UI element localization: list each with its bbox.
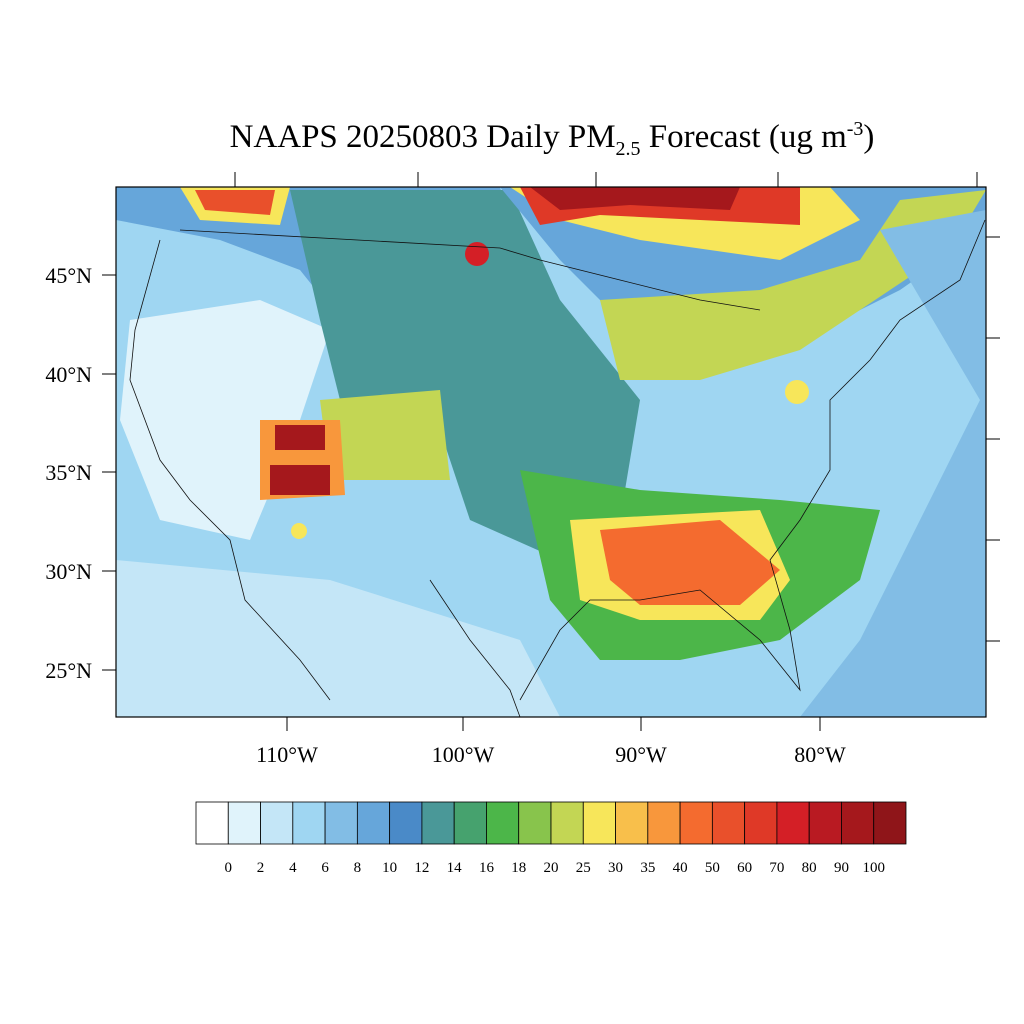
colorbar-box [808, 801, 842, 845]
lon-label: 110°W [256, 742, 318, 767]
colorbar-box [550, 801, 584, 845]
colorbar-box [486, 801, 520, 845]
colorbar-label: 70 [769, 860, 784, 876]
lat-label: 30°N [45, 559, 92, 584]
title-main: NAAPS 20250803 Daily PM [230, 119, 616, 155]
colorbar-label: 16 [479, 860, 495, 876]
colorbar-label: 12 [414, 860, 429, 876]
colorbar-label: 50 [705, 860, 720, 876]
colorbar-box [227, 801, 261, 845]
title: NAAPS 20250803 Daily PM2.5 Forecast (ug … [230, 118, 875, 160]
colorbar-box [518, 801, 552, 845]
colorbar-label: 18 [511, 860, 526, 876]
lat-label: 40°N [45, 362, 92, 387]
colorbar-label: 35 [640, 860, 655, 876]
colorbar-box [421, 801, 455, 845]
colorbar-label: 10 [382, 860, 397, 876]
title-rest: Forecast (ug m [641, 119, 848, 155]
colorbar: 0 2 4 6 8 10 12 14 16 18 20 25 30 35 40 50 60 70 80 90 100 [195, 801, 907, 876]
colorbar-box [389, 801, 423, 845]
colorbar-label: 25 [576, 860, 591, 876]
map-frame [115, 186, 987, 718]
colorbar-box [260, 801, 294, 845]
colorbar-box [841, 801, 875, 845]
colorbar-label: 20 [544, 860, 559, 876]
colorbar-box [615, 801, 649, 845]
colorbar-box [744, 801, 778, 845]
colorbar-box [356, 801, 391, 845]
colorbar-box [292, 801, 326, 845]
coastlines [129, 219, 986, 718]
colorbar-label: 30 [608, 860, 623, 876]
colorbar-box [324, 801, 358, 845]
lat-label: 45°N [45, 263, 92, 288]
colorbar-label: 6 [321, 860, 329, 876]
colorbar-label: 4 [289, 860, 297, 876]
title-sup: -3 [847, 118, 864, 140]
colorbar-box [647, 801, 681, 845]
lon-label: 100°W [432, 742, 495, 767]
ticks [102, 172, 1000, 731]
colorbar-box [582, 801, 616, 845]
colorbar-label: 14 [447, 860, 463, 876]
axis-labels: 45°N 40°N 35°N 30°N 25°N 110°W 100°W 90°W 80°W [45, 263, 846, 767]
colorbar-box [195, 801, 229, 845]
colorbar-label: 8 [354, 860, 362, 876]
colorbar-label: 90 [834, 860, 849, 876]
colorbar-label: 2 [257, 860, 265, 876]
lon-label: 80°W [794, 742, 846, 767]
map-field [116, 187, 986, 717]
colorbar-label: 0 [225, 860, 233, 876]
lat-label: 35°N [45, 460, 92, 485]
colorbar-box [453, 801, 487, 845]
colorbar-label: 40 [673, 860, 688, 876]
colorbar-box [711, 801, 746, 845]
title-close: ) [863, 119, 874, 155]
colorbar-box [776, 801, 810, 845]
colorbar-box [679, 801, 713, 845]
colorbar-label: 80 [802, 860, 817, 876]
colorbar-label: 60 [737, 860, 752, 876]
title-sub: 2.5 [616, 138, 641, 160]
colorbar-box [873, 801, 907, 845]
lon-label: 90°W [615, 742, 667, 767]
colorbar-label: 100 [862, 860, 885, 876]
lat-label: 25°N [45, 658, 92, 683]
